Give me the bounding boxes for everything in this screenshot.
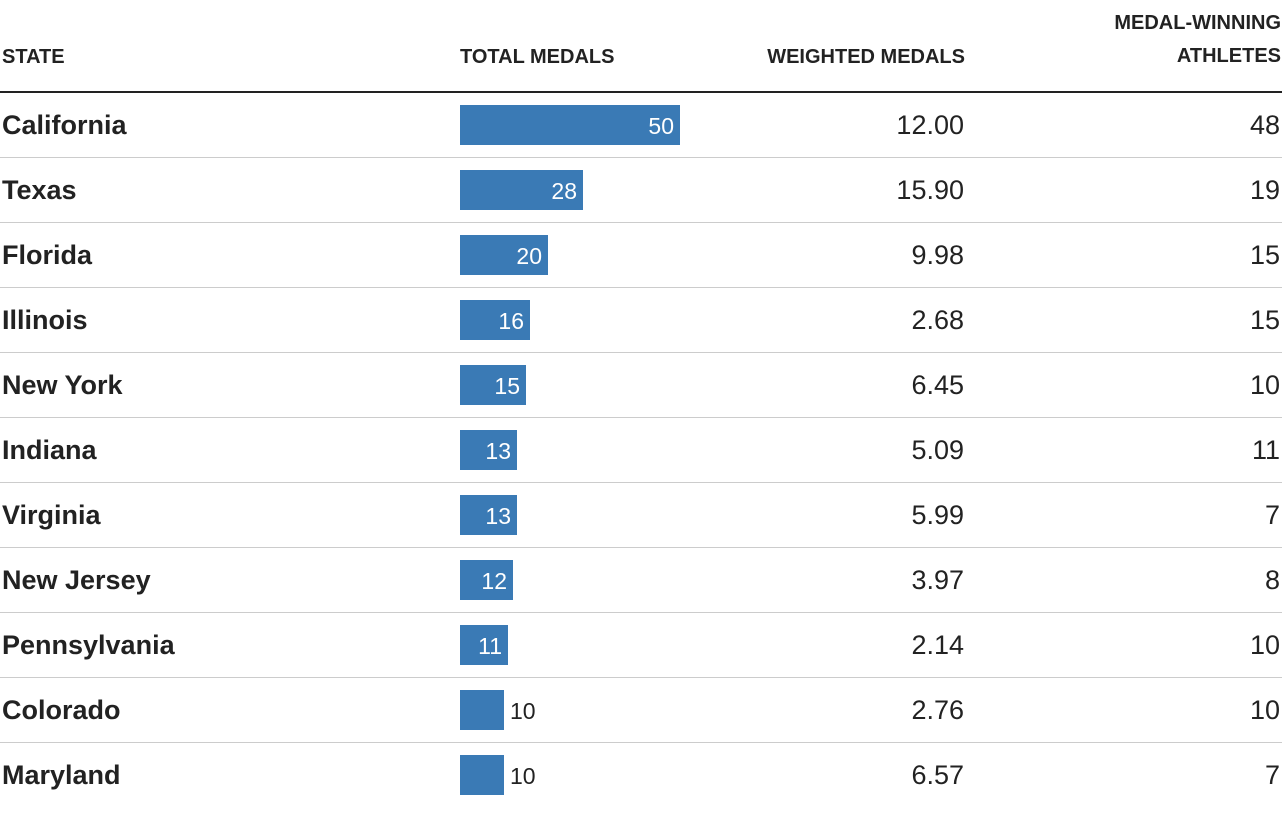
table-row: Colorado 10 2.76 10: [0, 678, 1282, 743]
state-name: Indiana: [2, 435, 97, 465]
medal-winning-athletes-value: 10: [1249, 695, 1280, 725]
total-medals-label: 15: [494, 373, 520, 399]
state-name: Colorado: [2, 695, 121, 725]
state-name: New Jersey: [2, 565, 151, 595]
total-medals-label: 11: [478, 633, 502, 659]
medal-winning-athletes-value: 7: [1264, 760, 1280, 790]
total-medals-bar: [460, 365, 526, 405]
state-name: Illinois: [2, 305, 88, 335]
header-medal-winning-athletes: MEDAL-WINNING ATHLETES: [1114, 7, 1281, 73]
state-name: Virginia: [2, 500, 101, 530]
state-name: Florida: [2, 240, 93, 270]
total-medals-label: 10: [510, 763, 536, 789]
total-medals-bar: [460, 690, 504, 730]
medal-winning-athletes-value: 15: [1249, 240, 1280, 270]
weighted-medals-value: 5.09: [911, 435, 964, 465]
medal-winning-athletes-value: 15: [1249, 305, 1280, 335]
medal-winning-athletes-value: 10: [1249, 630, 1280, 660]
state-name: Maryland: [2, 760, 121, 790]
medal-winning-athletes-value: 8: [1264, 565, 1280, 595]
total-medals-bar: [460, 235, 548, 275]
weighted-medals-value: 3.97: [911, 565, 964, 595]
state-name: Texas: [2, 175, 77, 205]
table-row: New Jersey 12 3.97 8: [0, 548, 1282, 613]
medal-winning-athletes-value: 11: [1251, 435, 1280, 465]
total-medals-bar: [460, 105, 680, 145]
header-rule: [0, 91, 1282, 93]
total-medals-label: 13: [485, 503, 511, 529]
total-medals-label: 16: [498, 308, 524, 334]
total-medals-bar: [460, 495, 517, 535]
state-name: California: [2, 110, 127, 140]
table-row: Texas 28 15.90 19: [0, 158, 1282, 223]
header-athletes-line1: MEDAL-WINNING: [1114, 12, 1281, 34]
table-row: Indiana 13 5.09 11: [0, 418, 1282, 483]
total-medals-label: 28: [551, 178, 577, 204]
total-medals-label: 50: [648, 113, 674, 139]
table-row: New York 15 6.45 10: [0, 353, 1282, 418]
state-name: New York: [2, 370, 123, 400]
header-athletes-line2: ATHLETES: [1176, 45, 1281, 67]
weighted-medals-value: 15.90: [896, 175, 964, 205]
medal-winning-athletes-value: 48: [1249, 110, 1280, 140]
weighted-medals-value: 2.68: [911, 305, 964, 335]
table-row: Virginia 13 5.99 7: [0, 483, 1282, 548]
table-row: Pennsylvania 11 2.14 10: [0, 613, 1282, 678]
total-medals-label: 13: [485, 438, 511, 464]
total-medals-label: 10: [510, 698, 536, 724]
weighted-medals-value: 6.45: [911, 370, 964, 400]
total-medals-label: 12: [481, 568, 507, 594]
weighted-medals-value: 12.00: [896, 110, 964, 140]
header-total-medals: TOTAL MEDALS: [460, 46, 615, 68]
weighted-medals-value: 2.76: [911, 695, 964, 725]
total-medals-bar: [460, 300, 530, 340]
header-state: STATE: [2, 46, 65, 68]
weighted-medals-value: 6.57: [911, 760, 964, 790]
medal-winning-athletes-value: 10: [1249, 370, 1280, 400]
weighted-medals-value: 5.99: [911, 500, 964, 530]
state-name: Pennsylvania: [2, 630, 175, 660]
medal-winning-athletes-value: 7: [1264, 500, 1280, 530]
total-medals-bar: [460, 755, 504, 795]
weighted-medals-value: 9.98: [911, 240, 964, 270]
total-medals-bar: [460, 170, 583, 210]
total-medals-label: 20: [516, 243, 542, 269]
total-medals-bar: [460, 430, 517, 470]
header-weighted-medals: WEIGHTED MEDALS: [767, 46, 965, 68]
total-medals-bar: [460, 560, 513, 600]
table-row: Maryland 10 6.57 7: [0, 743, 1282, 808]
table-row: Illinois 16 2.68 15: [0, 288, 1282, 353]
table-row: Florida 20 9.98 15: [0, 223, 1282, 288]
table-row: California 50 12.00 48: [0, 93, 1282, 158]
medal-winning-athletes-value: 19: [1249, 175, 1280, 205]
total-medals-bar: [460, 625, 508, 665]
weighted-medals-value: 2.14: [911, 630, 964, 660]
